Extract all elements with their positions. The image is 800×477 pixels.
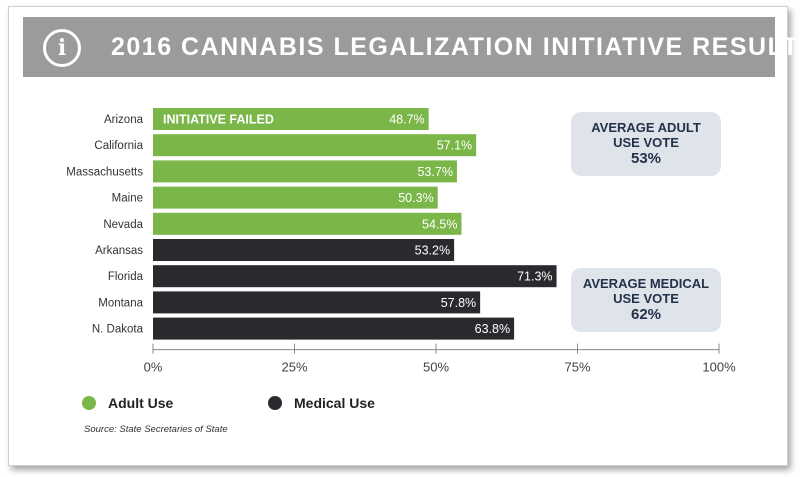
category-label: N. Dakota xyxy=(92,324,144,336)
legend-item-adult: Adult Use xyxy=(82,395,173,411)
medical-average-box: AVERAGE MEDICAL USE VOTE 62% xyxy=(571,268,721,332)
value-label: 53.2% xyxy=(415,244,450,258)
x-tick-label: 100% xyxy=(702,360,736,375)
category-label: Arizona xyxy=(104,114,144,126)
category-label: Florida xyxy=(108,271,144,283)
source-note: Source: State Secretaries of State xyxy=(84,424,228,435)
x-tick-label: 0% xyxy=(144,360,163,375)
medical-average-value: 62% xyxy=(630,306,662,323)
adult-average-box: AVERAGE ADULT USE VOTE 53% xyxy=(571,112,721,176)
page-title: 2016 CANNABIS LEGALIZATION INITIATIVE RE… xyxy=(111,33,800,61)
value-label: 63.8% xyxy=(475,322,510,336)
bar xyxy=(153,239,455,261)
legend-swatch-adult xyxy=(82,396,96,410)
adult-average-label: AVERAGE ADULT USE VOTE xyxy=(591,120,701,150)
legend-label-adult: Adult Use xyxy=(108,395,174,411)
x-tick-label: 75% xyxy=(564,360,590,375)
adult-average-value: 53% xyxy=(630,150,662,167)
bar xyxy=(153,212,462,235)
chart-card xyxy=(8,6,788,466)
legend-label-medical: Medical Use xyxy=(294,395,375,411)
x-tick-label: 25% xyxy=(281,360,307,375)
value-label: 57.8% xyxy=(441,296,476,310)
medical-average-label: AVERAGE MEDICAL USE VOTE xyxy=(582,276,710,306)
value-label: 71.3% xyxy=(517,270,552,284)
bar xyxy=(153,317,515,340)
category-label: Massachusetts xyxy=(66,166,143,178)
category-label: California xyxy=(94,140,143,152)
category-label: Arkansas xyxy=(95,245,143,257)
bar xyxy=(153,160,457,183)
value-label: 50.3% xyxy=(398,191,433,205)
category-label: Nevada xyxy=(103,219,143,231)
bar xyxy=(153,291,481,314)
header-bar: i 2016 CANNABIS LEGALIZATION INITIATIVE … xyxy=(23,17,800,77)
category-label: Montana xyxy=(98,297,143,309)
bar xyxy=(153,108,429,130)
legend-swatch-medical xyxy=(268,396,282,410)
bar xyxy=(153,265,557,288)
bar xyxy=(153,134,477,157)
info-icon: i xyxy=(43,29,81,67)
category-label: Maine xyxy=(112,193,143,205)
x-tick-label: 50% xyxy=(423,360,449,375)
value-label: 48.7% xyxy=(389,113,424,127)
bar xyxy=(153,186,438,209)
value-label: 54.5% xyxy=(422,217,457,231)
legend-item-medical: Medical Use xyxy=(268,395,375,411)
bar-annotation: INITIATIVE FAILED xyxy=(163,113,274,127)
value-label: 53.7% xyxy=(417,165,452,179)
value-label: 57.1% xyxy=(437,139,472,153)
